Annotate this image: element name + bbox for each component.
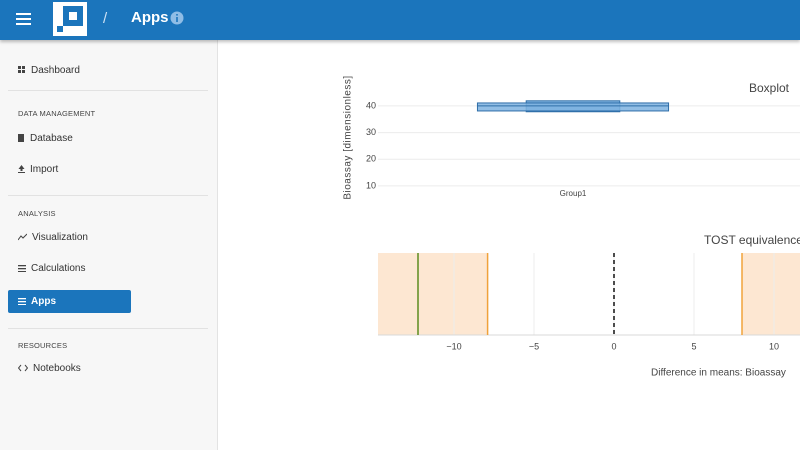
section-heading: ANALYSIS (18, 209, 56, 218)
nav-item[interactable]: Database (18, 132, 73, 146)
nav-label: Notebooks (33, 363, 81, 374)
section-heading: DATA MANAGEMENT (18, 109, 96, 118)
nav-item[interactable]: Notebooks (17, 362, 81, 376)
nav-label: Dashboard (31, 65, 80, 76)
y-tick-label: 20 (366, 154, 376, 164)
nav-item[interactable]: Import (18, 163, 58, 177)
charts: Boxplot Bioassay [dimensionless] 10 20 30 40 G… (343, 75, 800, 379)
page-title: Apps (131, 9, 169, 26)
sidebar: Dashboard DATA MANAGEMENT Database Impor… (0, 40, 218, 450)
x-axis-label: Difference in means: Bioassay (651, 368, 786, 379)
menu-button[interactable] (16, 13, 32, 26)
divider (8, 328, 208, 329)
x-tick-label: Group1 (560, 189, 587, 198)
top-bar: / Apps (0, 0, 800, 40)
chart-title: Boxplot (749, 81, 790, 95)
breadcrumb-separator: / (103, 10, 108, 27)
nav-label: Import (30, 164, 59, 175)
nav-item[interactable]: Dashboard (18, 64, 80, 78)
nav-item[interactable]: Visualization (17, 231, 88, 245)
x-tick-label: −5 (529, 341, 539, 351)
box-iqr (476, 102, 670, 112)
x-tick-label: 0 (611, 341, 616, 351)
y-tick-label: 40 (366, 100, 376, 110)
chart-title: TOST equivalence (704, 233, 800, 247)
non-equivalence-region (742, 253, 800, 335)
logo[interactable] (53, 2, 87, 36)
x-tick-label: −10 (446, 341, 461, 351)
nav-label: Apps (31, 296, 56, 307)
non-equivalence-region (378, 253, 488, 335)
y-tick-label: 10 (366, 180, 376, 190)
divider (8, 195, 208, 196)
active-highlight (8, 290, 131, 313)
nav-item[interactable]: Calculations (18, 262, 85, 276)
nav-item-active[interactable]: Apps (18, 295, 56, 309)
nav-label: Database (30, 133, 73, 144)
y-tick-label: 30 (366, 127, 376, 137)
x-tick-label: 5 (691, 341, 696, 351)
nav-label: Visualization (32, 232, 88, 243)
x-tick-label: 10 (769, 341, 779, 351)
section-heading: RESOURCES (18, 341, 68, 350)
nav-label: Calculations (31, 263, 86, 274)
divider (8, 90, 208, 91)
y-axis-label: Bioassay [dimensionless] (343, 75, 354, 199)
info-icon[interactable] (170, 11, 184, 25)
